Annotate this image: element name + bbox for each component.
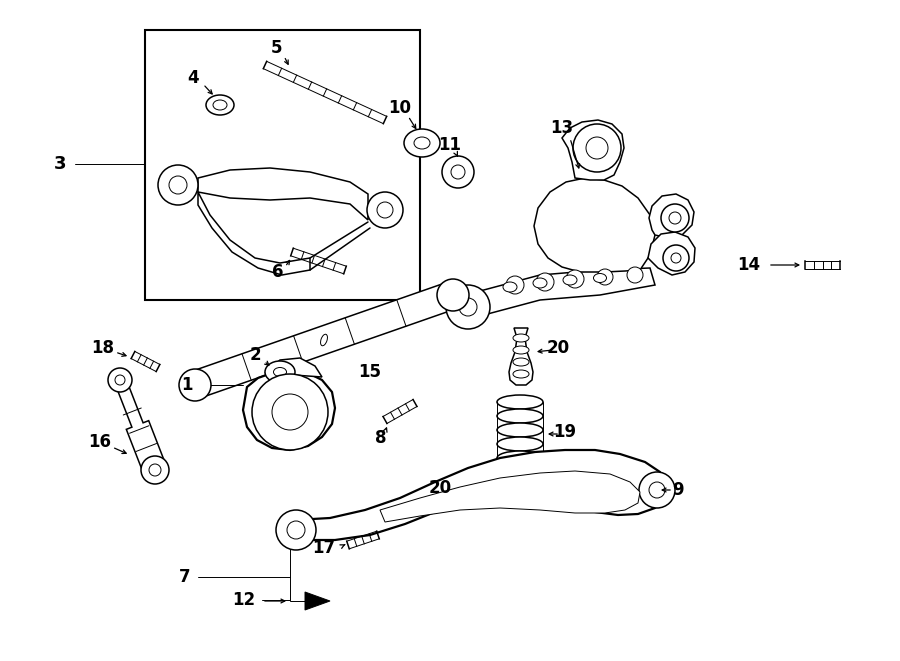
Circle shape: [437, 279, 469, 311]
Text: 4: 4: [187, 69, 199, 87]
Ellipse shape: [457, 480, 473, 490]
Circle shape: [661, 204, 689, 232]
Text: 6: 6: [272, 263, 284, 281]
Circle shape: [639, 472, 675, 508]
Ellipse shape: [513, 346, 529, 354]
Text: 16: 16: [88, 433, 112, 451]
Circle shape: [252, 374, 328, 450]
Text: 3: 3: [54, 155, 67, 173]
Ellipse shape: [213, 100, 227, 110]
Text: 19: 19: [554, 423, 577, 441]
Text: 17: 17: [312, 539, 335, 557]
Polygon shape: [648, 232, 695, 275]
Polygon shape: [380, 471, 640, 522]
Circle shape: [287, 521, 305, 539]
Circle shape: [451, 165, 465, 179]
Circle shape: [459, 298, 477, 316]
Circle shape: [446, 285, 490, 329]
Circle shape: [663, 245, 689, 271]
Circle shape: [141, 456, 169, 484]
Ellipse shape: [497, 451, 543, 465]
Circle shape: [566, 270, 584, 288]
Ellipse shape: [533, 278, 547, 288]
Ellipse shape: [563, 275, 577, 285]
Circle shape: [179, 369, 211, 401]
Text: 13: 13: [551, 119, 573, 137]
Circle shape: [671, 253, 681, 263]
Ellipse shape: [497, 395, 543, 409]
Text: 8: 8: [375, 429, 387, 447]
Text: 1: 1: [182, 376, 193, 394]
Ellipse shape: [274, 368, 286, 377]
Circle shape: [115, 375, 125, 385]
Polygon shape: [465, 268, 655, 320]
Ellipse shape: [636, 486, 648, 494]
Text: 14: 14: [737, 256, 760, 274]
Circle shape: [597, 269, 613, 285]
Circle shape: [442, 156, 474, 188]
Circle shape: [377, 202, 393, 218]
Polygon shape: [198, 168, 368, 220]
Ellipse shape: [513, 334, 529, 342]
Text: 12: 12: [232, 591, 255, 609]
Text: 11: 11: [438, 136, 462, 154]
Circle shape: [669, 212, 681, 224]
Ellipse shape: [414, 137, 430, 149]
Ellipse shape: [497, 423, 543, 437]
Text: 20: 20: [428, 479, 452, 497]
Ellipse shape: [206, 95, 234, 115]
Circle shape: [573, 124, 621, 172]
Polygon shape: [198, 192, 310, 275]
Ellipse shape: [593, 274, 607, 282]
Polygon shape: [265, 358, 322, 377]
Circle shape: [649, 482, 665, 498]
Ellipse shape: [265, 361, 295, 383]
Ellipse shape: [446, 473, 484, 497]
Polygon shape: [191, 282, 457, 398]
Text: 10: 10: [389, 99, 411, 117]
Circle shape: [276, 510, 316, 550]
Text: 2: 2: [249, 346, 261, 364]
Circle shape: [506, 276, 524, 294]
Circle shape: [367, 192, 403, 228]
Polygon shape: [295, 450, 668, 540]
Polygon shape: [509, 328, 533, 385]
Circle shape: [536, 273, 554, 291]
Bar: [145, 30, 420, 300]
Ellipse shape: [497, 409, 543, 423]
Polygon shape: [649, 194, 694, 238]
Ellipse shape: [513, 370, 529, 378]
Circle shape: [586, 137, 608, 159]
Text: 9: 9: [672, 481, 684, 499]
Ellipse shape: [497, 437, 543, 451]
Circle shape: [272, 394, 308, 430]
Polygon shape: [534, 178, 655, 272]
Ellipse shape: [497, 465, 543, 479]
Polygon shape: [114, 378, 166, 475]
Text: 15: 15: [358, 363, 382, 381]
Ellipse shape: [404, 129, 440, 157]
Text: 5: 5: [271, 39, 283, 57]
Ellipse shape: [627, 480, 657, 500]
Ellipse shape: [503, 282, 517, 292]
Polygon shape: [305, 592, 330, 610]
Text: 7: 7: [178, 568, 190, 586]
Polygon shape: [243, 371, 335, 450]
Circle shape: [158, 165, 198, 205]
Ellipse shape: [513, 358, 529, 366]
Circle shape: [108, 368, 132, 392]
Text: 20: 20: [546, 339, 570, 357]
Polygon shape: [562, 120, 624, 180]
Text: 18: 18: [92, 339, 114, 357]
Circle shape: [169, 176, 187, 194]
Circle shape: [149, 464, 161, 476]
Circle shape: [627, 267, 643, 283]
Ellipse shape: [320, 334, 328, 346]
